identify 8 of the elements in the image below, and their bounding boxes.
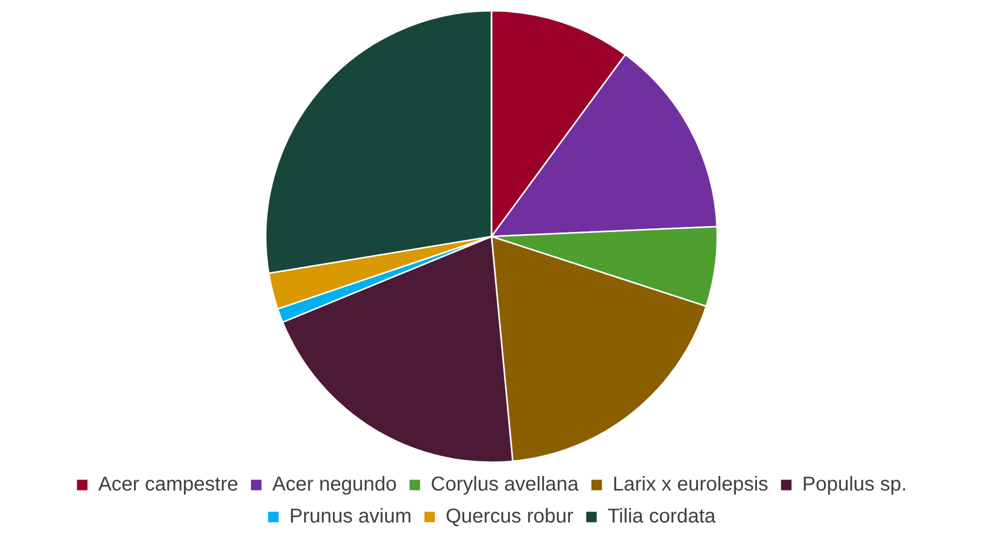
legend-label: Corylus avellana bbox=[430, 474, 580, 496]
legend-label: Larix x eurolepsis bbox=[612, 474, 768, 496]
legend-label: Populus sp. bbox=[802, 474, 907, 496]
legend-label: Quercus robur bbox=[446, 506, 574, 528]
legend-label: Acer campestre bbox=[98, 474, 238, 496]
legend-label: Acer negundo bbox=[272, 474, 397, 496]
legend-label: Tilia cordata bbox=[607, 506, 717, 528]
legend-label: Prunus avium bbox=[289, 506, 412, 528]
